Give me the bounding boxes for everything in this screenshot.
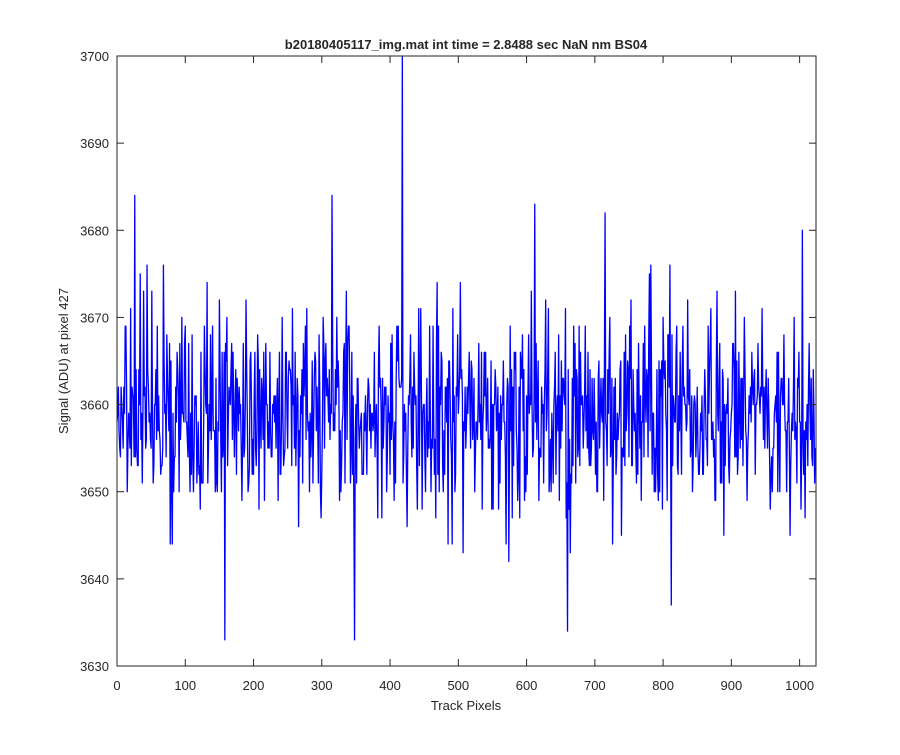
x-tick-label: 600 [516, 678, 538, 693]
y-axis-title: Signal (ADU) at pixel 427 [56, 288, 71, 434]
x-tick-label: 0 [113, 678, 120, 693]
x-tick-label: 700 [584, 678, 606, 693]
ticks-layer: 0 100 200 300 400 500 600 700 800 900 1000 3630 3640… [80, 49, 816, 693]
y-tick-label: 3670 [80, 310, 109, 325]
y-tick-label: 3700 [80, 49, 109, 64]
y-tick-label: 3650 [80, 485, 109, 500]
x-tick-label: 900 [721, 678, 743, 693]
y-tick-label: 3660 [80, 398, 109, 413]
x-tick-label: 800 [652, 678, 674, 693]
y-tick-label: 3640 [80, 572, 109, 587]
chart-title: b20180405117_img.mat int time = 2.8488 s… [285, 37, 648, 52]
y-tick-label: 3680 [80, 223, 109, 238]
y-tick-label: 3690 [80, 136, 109, 151]
data-layer [116, 55, 816, 641]
y-tick-label: 3630 [80, 659, 109, 674]
x-tick-label: 100 [174, 678, 196, 693]
x-tick-label: 200 [243, 678, 265, 693]
axes-box [116, 55, 817, 667]
x-tick-label: 1000 [785, 678, 814, 693]
x-axis-title: Track Pixels [431, 698, 502, 713]
x-tick-label: 400 [379, 678, 401, 693]
x-tick-label: 500 [447, 678, 469, 693]
x-tick-label: 300 [311, 678, 333, 693]
series-line [116, 55, 816, 641]
